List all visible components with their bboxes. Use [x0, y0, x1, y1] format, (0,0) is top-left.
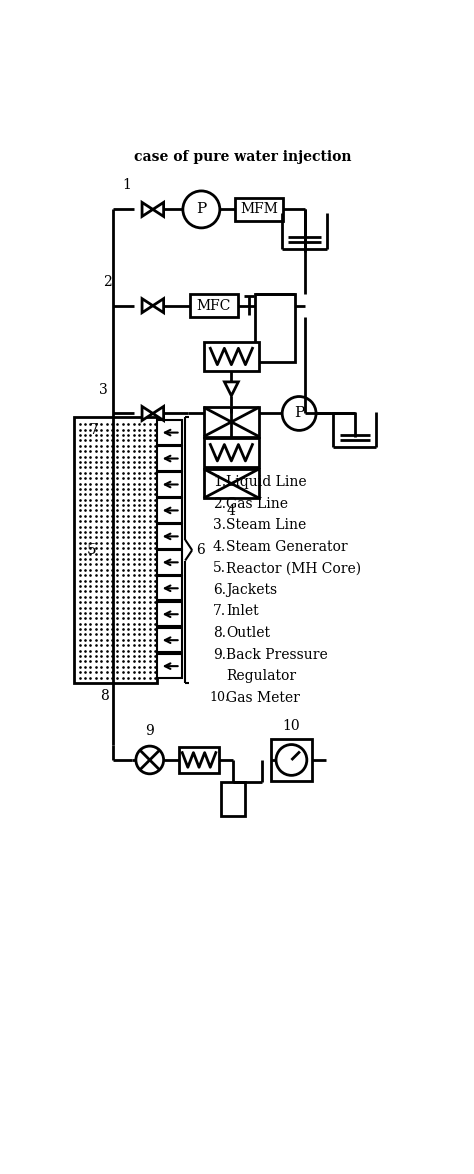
Circle shape	[282, 397, 316, 431]
Text: 7: 7	[90, 424, 99, 438]
Text: 2: 2	[103, 275, 112, 289]
Bar	[255, 295, 295, 362]
Bar	[179, 747, 219, 772]
Text: 2.: 2.	[213, 497, 226, 511]
Bar	[157, 551, 182, 574]
Bar	[204, 407, 259, 437]
Text: 10: 10	[283, 718, 300, 733]
Text: 4: 4	[227, 505, 236, 518]
Text: 1: 1	[122, 178, 131, 193]
Text: Outlet: Outlet	[226, 626, 270, 640]
Text: 7.: 7.	[213, 605, 226, 619]
Bar	[220, 782, 245, 816]
Text: Regulator: Regulator	[226, 669, 296, 683]
Text: Reactor (MH Core): Reactor (MH Core)	[226, 561, 361, 575]
Bar	[157, 472, 182, 497]
Text: 3.: 3.	[213, 518, 226, 532]
Bar	[204, 342, 259, 371]
Text: 9.: 9.	[213, 648, 226, 661]
Text: Steam Line: Steam Line	[226, 518, 306, 532]
Polygon shape	[153, 406, 164, 420]
Bar	[74, 417, 157, 683]
Text: MFC: MFC	[197, 298, 231, 312]
Text: Back Pressure: Back Pressure	[226, 648, 328, 661]
Polygon shape	[142, 406, 153, 420]
Bar	[157, 498, 182, 522]
Circle shape	[136, 747, 164, 774]
Bar	[190, 295, 237, 317]
Polygon shape	[142, 298, 153, 312]
Text: 10.: 10.	[210, 690, 230, 703]
Bar	[157, 446, 182, 471]
Bar	[157, 602, 182, 627]
Text: Inlet: Inlet	[226, 605, 259, 619]
Text: Steam Generator: Steam Generator	[226, 540, 347, 554]
Bar	[157, 628, 182, 653]
Text: 6: 6	[196, 544, 205, 558]
Text: case of pure water injection: case of pure water injection	[134, 150, 352, 164]
Bar	[235, 198, 283, 221]
Text: P: P	[294, 406, 304, 420]
Text: 8.: 8.	[213, 626, 226, 640]
Text: 6.: 6.	[213, 582, 226, 596]
Text: 1.: 1.	[213, 475, 226, 490]
Bar	[204, 438, 259, 467]
Text: Liquid Line: Liquid Line	[226, 475, 307, 490]
Text: 4.: 4.	[213, 540, 226, 554]
Circle shape	[183, 191, 220, 228]
Bar	[271, 740, 312, 781]
Text: P: P	[196, 202, 207, 216]
Bar	[157, 420, 182, 445]
Bar	[157, 524, 182, 548]
Bar	[157, 576, 182, 600]
Text: 5: 5	[86, 544, 96, 558]
Text: Jackets: Jackets	[226, 582, 277, 596]
Polygon shape	[142, 202, 153, 216]
Text: Gas Meter: Gas Meter	[226, 690, 300, 704]
Circle shape	[276, 744, 307, 775]
Text: 9: 9	[146, 724, 154, 738]
Polygon shape	[153, 202, 164, 216]
Text: 3: 3	[99, 383, 108, 397]
Text: 5.: 5.	[213, 561, 226, 575]
Bar	[157, 654, 182, 679]
Bar	[204, 468, 259, 498]
Text: Gas Line: Gas Line	[226, 497, 288, 511]
Polygon shape	[153, 298, 164, 312]
Text: 8: 8	[100, 689, 109, 703]
Text: MFM: MFM	[240, 202, 278, 216]
Polygon shape	[225, 382, 238, 396]
